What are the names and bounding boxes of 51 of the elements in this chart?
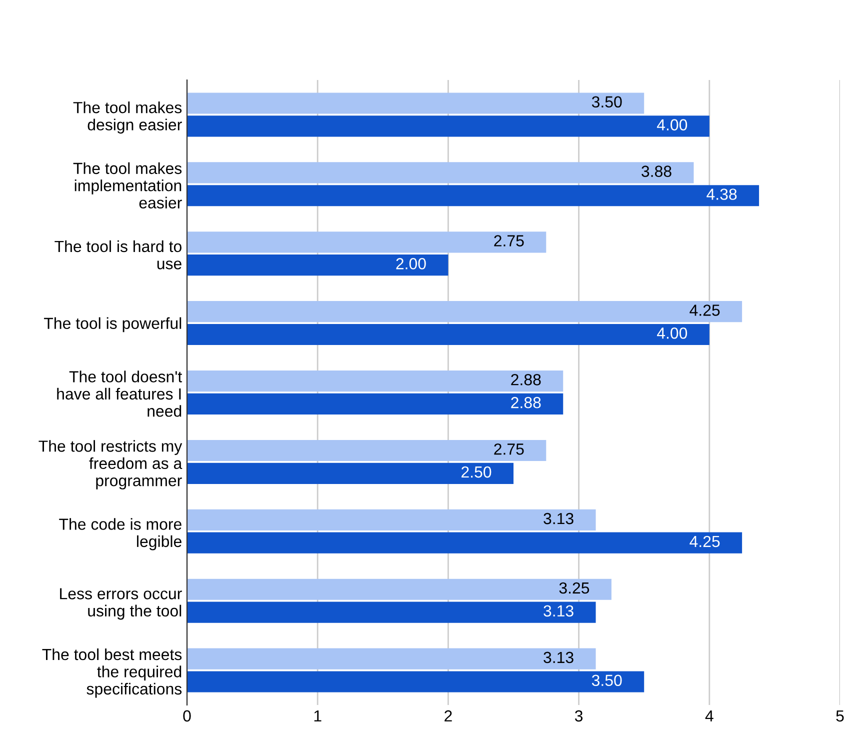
y-tick-label: The tool best meets the required specifications	[42, 648, 182, 698]
data-label: 2.75	[494, 443, 524, 455]
bar	[187, 578, 612, 600]
x-tick-label: 2	[444, 710, 452, 722]
data-label: 4.38	[706, 188, 737, 200]
data-label: 4.25	[690, 304, 720, 316]
bar	[187, 254, 448, 276]
bar	[187, 185, 760, 206]
y-tick-label: The tool restricts my freedom as a programmer	[38, 440, 182, 490]
data-label: 3.50	[592, 674, 622, 686]
data-label: 3.50	[592, 96, 622, 108]
y-tick-label: The code is more legible	[59, 518, 182, 550]
data-label: 2.75	[494, 235, 524, 246]
x-tick-label: 0	[183, 710, 191, 722]
x-tick-label: 4	[705, 710, 714, 722]
x-tick-label: 5	[836, 710, 844, 722]
data-label: 2.88	[511, 396, 541, 408]
y-tick-label: The tool doesn't have all features I need	[57, 370, 182, 417]
y-tick-label: The tool is powerful	[44, 317, 182, 332]
data-label: 2.50	[462, 466, 492, 478]
data-label: 3.88	[642, 166, 672, 177]
bar	[187, 301, 742, 322]
data-label: 3.13	[544, 605, 574, 617]
data-label: 3.13	[544, 512, 574, 524]
data-label: 4.00	[656, 327, 688, 339]
bar	[187, 232, 546, 253]
bar	[187, 462, 514, 484]
y-tick-label: The tool makes implementation easier	[73, 162, 182, 208]
y-tick-label: The tool makes design easier	[73, 101, 182, 134]
bar	[187, 648, 596, 670]
bar	[187, 370, 564, 392]
bar	[187, 116, 710, 137]
bar	[187, 509, 596, 530]
data-label: 2.00	[396, 258, 426, 270]
bar	[187, 92, 644, 114]
data-label: 4.00	[656, 119, 688, 130]
bar	[187, 532, 742, 554]
bar	[187, 671, 644, 692]
x-tick-label: 1	[314, 710, 322, 722]
bar	[187, 162, 694, 184]
y-tick-label: Less errors occur using the tool	[60, 588, 182, 620]
x-tick-label: 3	[574, 710, 583, 722]
data-label: 4.25	[690, 536, 720, 548]
data-label: 3.25	[559, 582, 590, 594]
y-tick-label: The tool is hard to use	[54, 240, 182, 270]
bar	[187, 440, 546, 462]
data-label: 2.88	[511, 374, 541, 386]
bar	[187, 324, 710, 346]
data-label: 3.13	[544, 652, 574, 664]
bar	[187, 393, 564, 414]
bar	[187, 602, 596, 623]
